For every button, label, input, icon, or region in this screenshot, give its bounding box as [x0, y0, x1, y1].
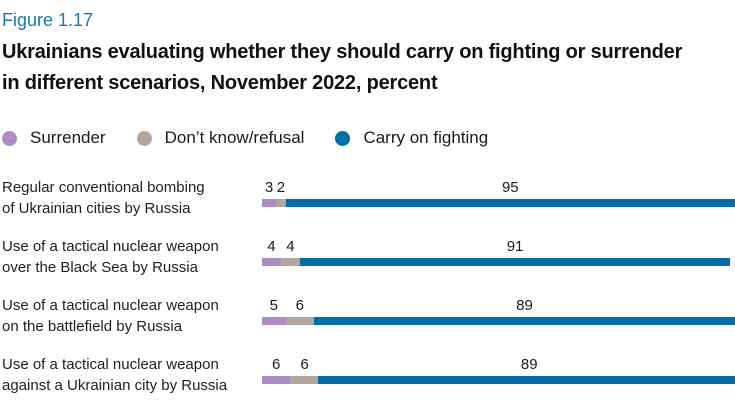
- legend-item-carry-on: Carry on fighting: [335, 128, 488, 148]
- value-label: 6: [272, 356, 281, 373]
- legend-item-surrender: Surrender: [2, 128, 106, 148]
- bar-track: 3 2 95: [262, 177, 735, 207]
- bar-segment: [285, 199, 735, 207]
- stacked-bar-chart: Regular conventional bombing of Ukrainian…: [2, 177, 735, 396]
- value-label: 4: [286, 238, 295, 255]
- chart-row: Regular conventional bombing of Ukrainian…: [2, 177, 735, 219]
- value-label: 2: [276, 179, 286, 196]
- category-label: Use of a tactical nuclear weapon over the…: [2, 238, 219, 276]
- value-label: 5: [269, 297, 278, 314]
- value-label: 89: [520, 356, 538, 373]
- bar-segment: [290, 376, 319, 384]
- legend-label: Surrender: [30, 128, 106, 147]
- legend-label: Carry on fighting: [363, 128, 489, 147]
- value-label: 89: [516, 297, 533, 314]
- figure-title: Ukrainians evaluating whether they shoul…: [2, 41, 683, 94]
- figure-header: Figure 1.17 Ukrainians evaluating whethe…: [2, 8, 735, 99]
- bar-segment: [262, 376, 291, 384]
- category-label: Use of a tactical nuclear weapon against …: [2, 356, 228, 394]
- chart-row: Use of a tactical nuclear weapon on the b…: [2, 295, 735, 337]
- carry-on-dot-icon: [335, 130, 351, 146]
- legend-label: Don’t know/refusal: [164, 128, 305, 147]
- bar-segment: [285, 317, 315, 325]
- bar-segment: [262, 199, 277, 207]
- legend-item-dont-know: Don’t know/refusal: [136, 128, 305, 148]
- figure-label: Figure 1.17: [2, 10, 94, 30]
- bar-track: 6 6 89: [262, 354, 735, 384]
- chart-row: Use of a tactical nuclear weapon over the…: [2, 236, 735, 278]
- value-label: 6: [295, 297, 304, 314]
- value-label: 3: [264, 179, 274, 196]
- bar-segment: [299, 258, 731, 266]
- bar-segment: [314, 317, 735, 325]
- value-label: 4: [267, 238, 276, 255]
- chart-row: Use of a tactical nuclear weapon against …: [2, 354, 735, 396]
- category-label: Use of a tactical nuclear weapon on the b…: [2, 297, 219, 335]
- surrender-dot-icon: [2, 130, 17, 146]
- bar-track: 4 4 91: [262, 236, 735, 266]
- bar-segment: [276, 199, 286, 207]
- bar-segment: [280, 258, 300, 266]
- bar-segment: [262, 317, 286, 325]
- bar-track: 5 6 89: [262, 295, 735, 325]
- bar-segment: [318, 376, 735, 384]
- value-label: 91: [506, 238, 524, 255]
- value-label: 6: [300, 356, 309, 373]
- dont-know-dot-icon: [136, 130, 152, 146]
- value-label: 95: [501, 179, 519, 196]
- legend: Surrender Don’t know/refusal Carry on fi…: [2, 127, 735, 149]
- category-label: Regular conventional bombing of Ukrainian…: [2, 179, 205, 217]
- bar-segment: [262, 258, 281, 266]
